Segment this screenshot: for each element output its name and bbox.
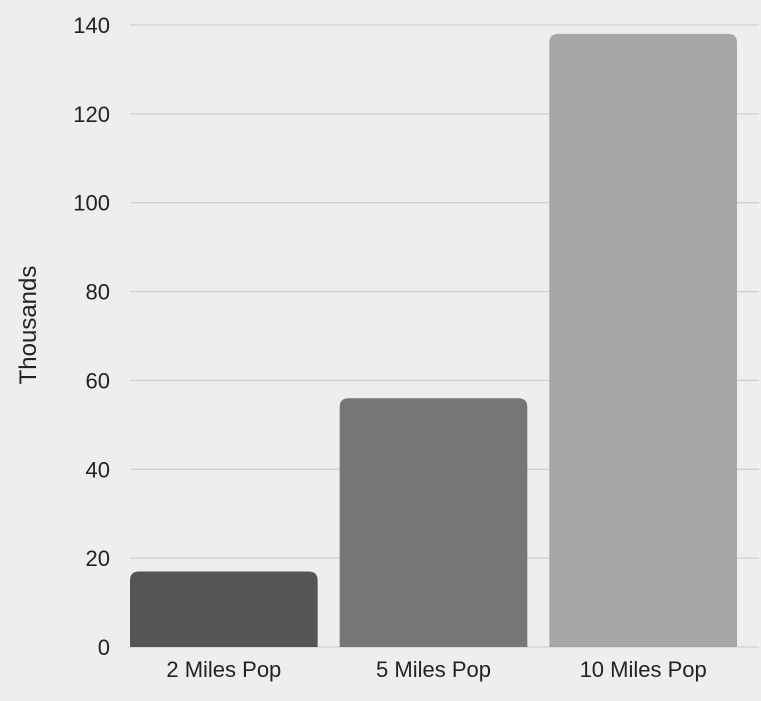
y-tick-label: 60 bbox=[86, 368, 110, 393]
bar-5-miles-pop bbox=[339, 398, 528, 647]
x-axis-ticks: 2 Miles Pop 5 Miles Pop 10 Miles Pop bbox=[166, 657, 706, 682]
y-tick-label: 0 bbox=[98, 635, 110, 660]
y-axis-label: Thousands bbox=[15, 266, 42, 385]
y-tick-label: 20 bbox=[86, 546, 110, 571]
y-tick-label: 100 bbox=[73, 191, 110, 216]
y-tick-label: 40 bbox=[86, 457, 110, 482]
y-axis-ticks: 0 20 40 60 80 100 120 140 bbox=[73, 13, 110, 660]
y-tick-label: 80 bbox=[86, 280, 110, 305]
x-tick-label: 2 Miles Pop bbox=[166, 657, 281, 682]
bar-2-miles-pop bbox=[130, 571, 318, 647]
x-tick-label: 10 Miles Pop bbox=[580, 657, 707, 682]
bars bbox=[130, 33, 737, 647]
x-tick-label: 5 Miles Pop bbox=[376, 657, 491, 682]
bar-10-miles-pop bbox=[549, 33, 737, 647]
y-tick-label: 140 bbox=[73, 13, 110, 38]
y-tick-label: 120 bbox=[73, 102, 110, 127]
